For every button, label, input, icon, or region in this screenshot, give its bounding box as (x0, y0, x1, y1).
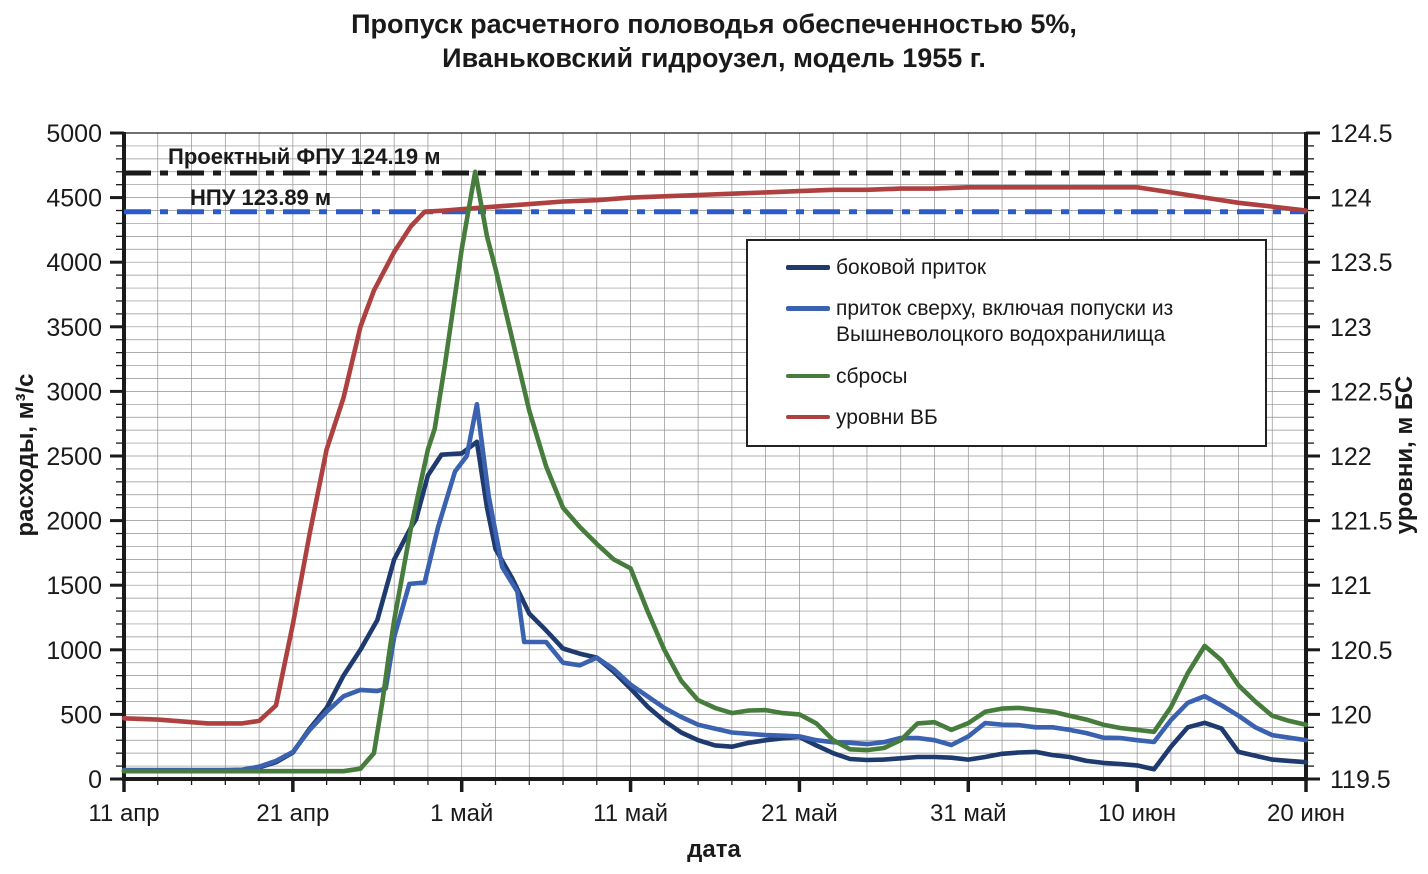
x-axis-tick-label: 10 июн (1098, 800, 1176, 827)
y-left-tick-label: 3500 (46, 314, 102, 342)
y-right-tick-label: 122.5 (1330, 378, 1393, 406)
y-right-tick-label: 121 (1330, 572, 1372, 600)
legend-label-bokovoy-pritok: боковой приток (836, 256, 987, 279)
x-axis-tick-label: 1 май (430, 800, 493, 827)
x-axis-tick-label: 20 июн (1267, 800, 1345, 827)
y-right-tick-label: 124.5 (1330, 120, 1393, 148)
y-left-tick-label: 500 (60, 701, 102, 729)
legend-item-bokovoy-pritok: боковой приток (786, 255, 1251, 281)
y-left-tick-label: 4000 (46, 249, 102, 277)
legend-label-sbrosy: сбросы (836, 364, 908, 388)
legend-swatch-sbrosy (786, 373, 830, 379)
y-right-tick-label: 120.5 (1330, 637, 1393, 665)
series-line-sbrosy (121, 169, 1309, 774)
x-axis-tick-label: 11 апр (88, 800, 159, 827)
legend-item-urovni-vb: уровни ВБ (786, 405, 1251, 431)
x-axis-tick-label: 21 май (761, 800, 838, 827)
legend-item-sbrosy: сбросы (786, 364, 1251, 390)
legend-swatch-urovni-vb (786, 414, 830, 420)
x-axis-tick-label: 11 май (593, 800, 668, 827)
x-axis-tick-label: 31 май (930, 800, 1007, 827)
series-line-urovni-vb (121, 185, 1309, 726)
y-right-tick-label: 122 (1330, 443, 1372, 471)
x-axis-tick-label: 21 апр (256, 800, 329, 827)
legend-item-pritok-sverhu: приток сверху, включая попуски из Вышнев… (786, 296, 1251, 349)
legend-box: боковой приток приток сверху, включая поп… (746, 239, 1267, 447)
y-left-tick-label: 1500 (46, 572, 102, 600)
x-axis-title: дата (687, 836, 741, 863)
series-line-pritok-sverhu (121, 402, 1309, 773)
y-left-tick-label: 2500 (46, 443, 102, 471)
y-right-tick-label: 120 (1330, 701, 1372, 729)
y-right-tick-label: 123 (1330, 314, 1372, 342)
y-left-tick-label: 5000 (46, 120, 102, 148)
y-right-tick-label: 123.5 (1330, 249, 1393, 277)
y-right-tick-label: 121.5 (1330, 508, 1393, 536)
y-left-tick-label: 2000 (46, 508, 102, 536)
ref-line-fpu-label: Проектный ФПУ 124.19 м (168, 144, 441, 169)
y-right-tick-label: 124 (1330, 185, 1372, 213)
chart-title-line2: Иваньковский гидроузел, модель 1955 г. (442, 42, 986, 73)
y-right-tick-label: 119.5 (1330, 766, 1391, 794)
ref-line-npu-label: НПУ 123.89 м (190, 185, 331, 210)
page-title: Пропуск расчетного половодья обеспеченно… (0, 8, 1428, 76)
y-left-tick-label: 1000 (46, 637, 102, 665)
y-left-tick-label: 3000 (46, 378, 102, 406)
legend-swatch-bokovoy-pritok (786, 265, 830, 270)
series-line-bokovoy-pritok (121, 439, 1309, 774)
legend-swatch-pritok-sverhu (786, 306, 830, 311)
y-left-tick-label: 4500 (46, 185, 102, 213)
y-right-axis-title: уровни, м БС (1391, 375, 1418, 535)
y-left-tick-label: 0 (88, 766, 102, 794)
chart-title-line1: Пропуск расчетного половодья обеспеченно… (351, 9, 1077, 39)
legend-label-pritok-sverhu: приток сверху, включая попуски из Вышнев… (836, 297, 1174, 347)
legend-label-urovni-vb: уровни ВБ (836, 405, 938, 429)
y-left-axis-title: расходы, м³/с (12, 373, 39, 537)
